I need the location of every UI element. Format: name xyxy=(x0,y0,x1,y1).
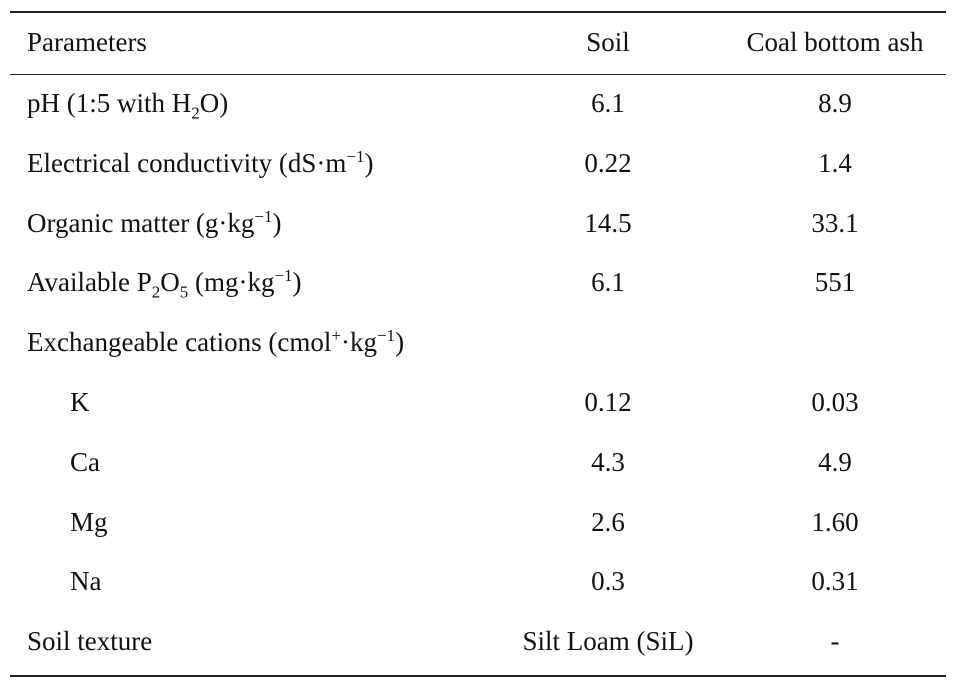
value-cell: 4.3 xyxy=(591,446,625,477)
value-cell: - xyxy=(830,626,840,657)
value-cell: 0.22 xyxy=(584,147,632,178)
label-part: Mg xyxy=(70,506,108,537)
label-part: Electrical conductivity (dS·m xyxy=(27,147,347,178)
label-part: Ca xyxy=(70,446,100,477)
value-cell: 6.1 xyxy=(591,88,625,118)
row-label: Soil texture xyxy=(27,626,152,656)
row-label: Exchangeable cations (cmol+·kg−1) xyxy=(27,327,404,357)
value-cell: 6.1 xyxy=(591,267,625,298)
header-cell: Parameters xyxy=(27,27,147,57)
label-part: Exchangeable cations (cmol xyxy=(27,327,332,358)
row-label: K xyxy=(70,387,90,417)
row-label: Ca xyxy=(70,447,100,477)
bottom-rule xyxy=(10,675,946,677)
label-part: ·kg xyxy=(340,327,377,358)
row-label: Organic matter (g·kg−1) xyxy=(27,208,282,238)
value-cell: Silt Loam (SiL) xyxy=(522,626,694,657)
label-part: Organic matter (g·kg xyxy=(27,207,255,238)
value-cell: 0.12 xyxy=(584,387,632,417)
label-part: Soil texture xyxy=(27,626,153,657)
header-cell: Soil xyxy=(586,27,630,57)
value-cell: 1.4 xyxy=(818,147,852,178)
row-label: Mg xyxy=(70,507,108,537)
row-label: Na xyxy=(70,566,101,596)
label-part: 5 xyxy=(179,282,189,302)
label-part: K xyxy=(70,387,90,417)
value-cell: 14.5 xyxy=(584,207,632,238)
value-cell: 33.1 xyxy=(811,207,859,238)
label-part: (mg·kg xyxy=(188,267,275,298)
header-cell: Coal bottom ash xyxy=(746,27,924,57)
label-part: O xyxy=(160,267,180,298)
row-label: Available P2O5 (mg·kg−1) xyxy=(27,266,302,300)
value-cell: 0.03 xyxy=(811,387,859,417)
label-part: 2 xyxy=(191,103,200,123)
value-cell: 0.3 xyxy=(591,566,625,597)
header-rule xyxy=(10,74,946,75)
value-cell: 551 xyxy=(814,267,856,298)
label-part: ) xyxy=(292,267,302,298)
label-part: −1 xyxy=(376,326,396,346)
value-cell: 4.9 xyxy=(818,446,852,477)
label-part: ) xyxy=(272,207,282,238)
value-cell: 2.6 xyxy=(591,506,625,537)
label-part: Available P xyxy=(27,267,152,298)
label-part: O) xyxy=(199,88,229,118)
label-part: pH (1:5 with H xyxy=(27,88,192,118)
label-part: −1 xyxy=(254,206,273,226)
label-part: ) xyxy=(395,327,405,358)
value-cell: 0.31 xyxy=(811,566,859,597)
label-part: −1 xyxy=(274,266,293,286)
label-part: −1 xyxy=(346,146,365,166)
label-part: 2 xyxy=(151,282,161,302)
top-rule xyxy=(10,11,946,13)
value-cell: 8.9 xyxy=(818,88,852,118)
row-label: Electrical conductivity (dS·m−1) xyxy=(27,148,374,178)
label-part: + xyxy=(331,326,341,346)
value-cell: 1.60 xyxy=(811,506,859,537)
row-label: pH (1:5 with H2O) xyxy=(27,88,229,121)
label-part: Na xyxy=(70,566,102,597)
label-part: ) xyxy=(364,147,374,178)
